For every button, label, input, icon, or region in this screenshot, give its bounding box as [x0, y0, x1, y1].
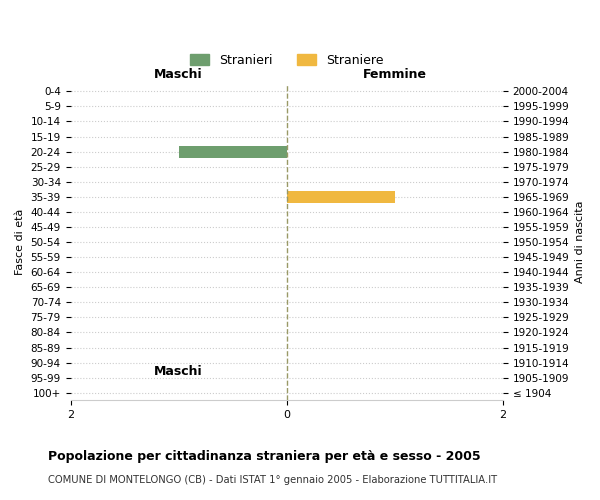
Text: COMUNE DI MONTELONGO (CB) - Dati ISTAT 1° gennaio 2005 - Elaborazione TUTTITALIA: COMUNE DI MONTELONGO (CB) - Dati ISTAT 1…: [48, 475, 497, 485]
Y-axis label: Anni di nascita: Anni di nascita: [575, 201, 585, 283]
Legend: Stranieri, Straniere: Stranieri, Straniere: [185, 49, 389, 72]
Text: Popolazione per cittadinanza straniera per età e sesso - 2005: Popolazione per cittadinanza straniera p…: [48, 450, 481, 463]
Bar: [287, 191, 395, 203]
Text: Femmine: Femmine: [363, 68, 427, 80]
Bar: [179, 146, 287, 158]
Text: Maschi: Maschi: [154, 68, 203, 80]
Text: Maschi: Maschi: [154, 364, 203, 378]
Y-axis label: Fasce di età: Fasce di età: [15, 209, 25, 275]
